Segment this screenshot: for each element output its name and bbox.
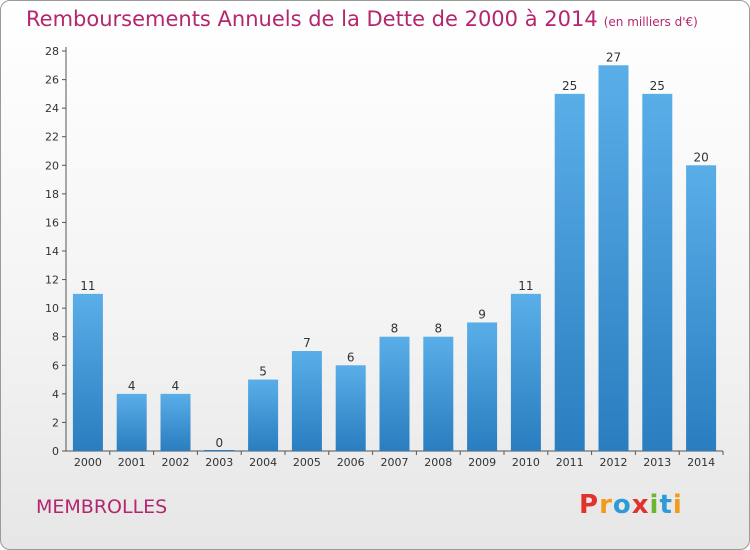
bar-2002 [160,393,191,451]
logo-letter: o [612,490,632,520]
y-tick-label: 2 [52,416,59,429]
data-label-2008: 8 [434,322,442,336]
bar-2007 [379,336,410,451]
logo-letter: i [649,490,660,520]
bar-2000 [72,293,103,451]
y-tick-label: 14 [45,245,59,258]
y-tick-label: 6 [52,359,59,372]
y-tick-label: 26 [45,74,59,87]
bars [72,65,717,452]
data-label-2013: 25 [650,79,665,93]
bar-2001 [116,393,147,451]
data-labels: 11 4 4 0 5 7 6 8 8 9 11 25 27 25 20 [80,50,708,450]
data-label-2000: 11 [80,279,95,293]
city-name: MEMBROLLES [36,496,168,518]
logo-letter: P [579,490,600,520]
chart-title: Remboursements Annuels de la Dette de 20… [26,7,698,31]
x-tick-label: 2013 [643,456,671,469]
y-tick-label: 28 [45,45,59,58]
x-tick-label: 2008 [424,456,452,469]
data-label-2012: 27 [606,50,621,64]
bar-2013 [642,93,673,451]
bar-2014 [686,165,717,452]
bar-2012 [598,65,629,452]
y-tick-label: 24 [45,102,59,115]
y-tick-label: 12 [45,274,59,287]
x-tick-label: 2014 [687,456,715,469]
x-tick-label: 2003 [205,456,233,469]
x-tick-label: 2002 [162,456,190,469]
y-tick-label: 10 [45,302,59,315]
data-label-2001: 4 [128,379,136,393]
data-label-2003: 0 [215,436,223,450]
data-label-2005: 7 [303,336,311,350]
data-label-2007: 8 [391,322,399,336]
x-tick-label: 2001 [118,456,146,469]
data-label-2004: 5 [259,365,267,379]
bar-2010 [510,293,541,451]
x-tick-label: 2005 [293,456,321,469]
data-label-2006: 6 [347,350,355,364]
logo-letter: r [599,490,613,520]
x-tick-label: 2007 [381,456,409,469]
bar-2008 [423,336,454,451]
x-tick-label: 2004 [249,456,277,469]
logo-letter: x [631,490,650,520]
bar-2005 [291,351,322,451]
data-label-2010: 11 [518,279,533,293]
x-tick-label: 2006 [337,456,365,469]
x-tick-label: 2000 [74,456,102,469]
y-tick-label: 20 [45,159,59,172]
y-tick-label: 0 [52,445,59,458]
title-text: Remboursements Annuels de la Dette de 20… [26,7,598,31]
x-tick-label: 2011 [556,456,584,469]
bar-2006 [335,365,366,451]
y-tick-label: 18 [45,188,59,201]
data-label-2009: 9 [478,307,486,321]
y-tick-label: 8 [52,331,59,344]
x-tick-label: 2009 [468,456,496,469]
proxiti-logo: Proxiti [579,490,683,520]
y-tick-label: 22 [45,131,59,144]
bar-2009 [467,322,498,451]
data-label-2014: 20 [693,150,708,164]
x-tick-label: 2010 [512,456,540,469]
bar-2004 [248,379,279,451]
y-tick-label: 4 [52,388,59,401]
x-tick-label: 2012 [600,456,628,469]
data-label-2002: 4 [172,379,180,393]
logo-letter: i [672,490,683,520]
bar-2011 [554,93,585,451]
title-unit: (en milliers d'€) [603,15,698,29]
data-label-2011: 25 [562,79,577,93]
y-tick-label: 16 [45,216,59,229]
logo-letter: t [659,490,673,520]
